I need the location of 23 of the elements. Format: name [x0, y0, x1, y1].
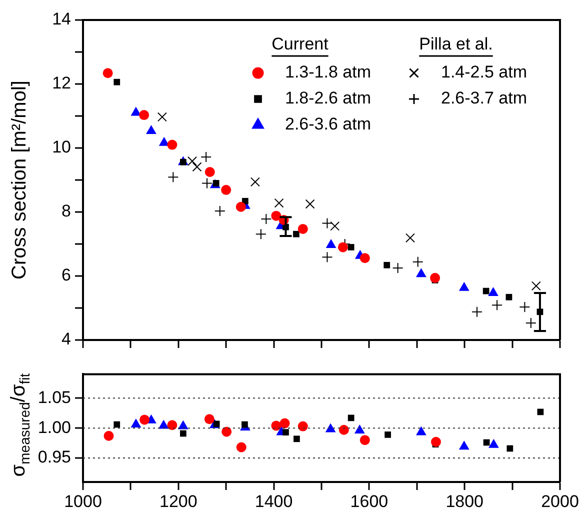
y-tick-label: 8 — [62, 202, 71, 221]
x-tick-label: 1000 — [64, 492, 102, 510]
x-tick-label: 1600 — [350, 492, 388, 510]
y-tick-label: 14 — [52, 10, 71, 29]
y-tick-label: 6 — [62, 266, 71, 285]
x-tick-label: 2000 — [541, 492, 579, 510]
x-tick-label: 1800 — [446, 492, 484, 510]
y-tick-label: 1.00 — [38, 418, 71, 437]
x-tick-label: 1200 — [159, 492, 198, 510]
y-tick-label: 4 — [62, 330, 71, 349]
y-tick-label: 1.05 — [38, 388, 71, 407]
legend-label: 1.3-1.8 atm — [285, 62, 371, 82]
annotation: Current — [272, 34, 329, 54]
annotation: Pilla et al. — [419, 34, 493, 54]
x-tick-label: 1400 — [254, 492, 293, 510]
y-tick-label: 12 — [52, 74, 71, 93]
legend-label: 1.8-2.6 atm — [285, 88, 371, 108]
legend-label: 1.4-2.5 atm — [441, 62, 527, 82]
y-tick-label: 0.95 — [38, 448, 71, 467]
legend-label: 2.6-3.7 atm — [441, 88, 527, 108]
y-axis-title: Cross section [m²/mol] — [8, 80, 32, 280]
y-tick-label: 10 — [52, 138, 71, 157]
legend-label: 2.6-3.6 atm — [285, 114, 371, 134]
